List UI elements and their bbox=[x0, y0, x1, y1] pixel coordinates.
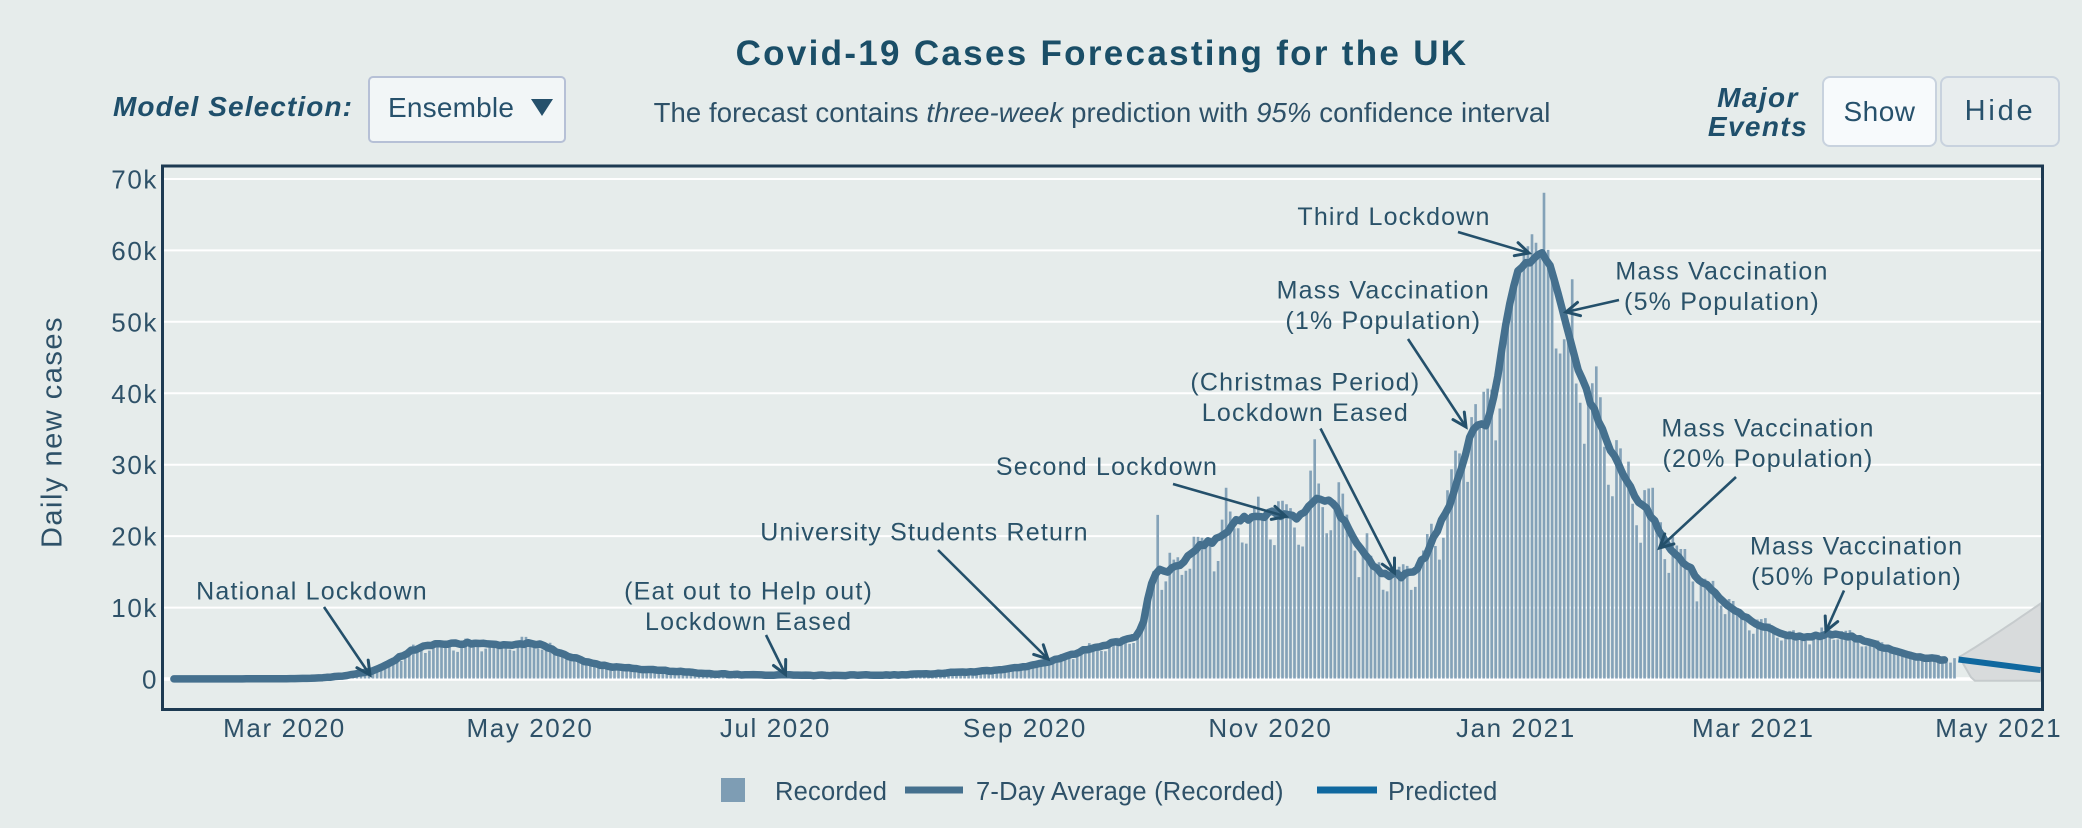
svg-text:Lockdown Eased: Lockdown Eased bbox=[1202, 399, 1409, 427]
svg-text:Recorded: Recorded bbox=[775, 778, 887, 806]
svg-text:Jul 2020: Jul 2020 bbox=[720, 713, 831, 743]
svg-text:Predicted: Predicted bbox=[1388, 778, 1498, 806]
svg-text:(Eat out to Help out): (Eat out to Help out) bbox=[624, 578, 873, 606]
svg-text:May 2020: May 2020 bbox=[467, 713, 594, 743]
svg-text:10k: 10k bbox=[111, 593, 158, 623]
svg-text:60k: 60k bbox=[111, 236, 158, 266]
svg-text:Nov 2020: Nov 2020 bbox=[1208, 713, 1332, 743]
svg-text:May 2021: May 2021 bbox=[1935, 713, 2062, 743]
svg-text:20k: 20k bbox=[111, 522, 158, 552]
svg-text:Second Lockdown: Second Lockdown bbox=[996, 453, 1218, 481]
svg-text:(5% Population): (5% Population) bbox=[1624, 288, 1820, 316]
svg-text:(Christmas Period): (Christmas Period) bbox=[1190, 369, 1420, 397]
svg-text:(1% Population): (1% Population) bbox=[1285, 307, 1481, 335]
svg-text:National Lockdown: National Lockdown bbox=[196, 578, 428, 606]
svg-text:0: 0 bbox=[142, 665, 158, 695]
svg-text:Sep 2020: Sep 2020 bbox=[963, 713, 1087, 743]
svg-text:Mar 2021: Mar 2021 bbox=[1692, 713, 1815, 743]
svg-text:Mass Vaccination: Mass Vaccination bbox=[1615, 258, 1828, 286]
svg-text:Mar 2020: Mar 2020 bbox=[223, 713, 346, 743]
svg-text:50k: 50k bbox=[111, 307, 158, 337]
svg-text:70k: 70k bbox=[111, 165, 158, 195]
svg-text:Daily new cases: Daily new cases bbox=[37, 316, 69, 548]
svg-text:Mass Vaccination: Mass Vaccination bbox=[1750, 533, 1963, 561]
svg-text:Lockdown Eased: Lockdown Eased bbox=[645, 608, 852, 636]
svg-text:University Students Return: University Students Return bbox=[760, 519, 1089, 547]
svg-text:(20% Population): (20% Population) bbox=[1663, 445, 1874, 473]
svg-text:40k: 40k bbox=[111, 379, 158, 409]
svg-text:7-Day Average (Recorded): 7-Day Average (Recorded) bbox=[976, 778, 1284, 806]
svg-text:30k: 30k bbox=[111, 450, 158, 480]
svg-text:Mass Vaccination: Mass Vaccination bbox=[1277, 277, 1490, 305]
svg-text:Mass Vaccination: Mass Vaccination bbox=[1661, 415, 1874, 443]
svg-text:Third Lockdown: Third Lockdown bbox=[1297, 203, 1490, 231]
svg-text:(50% Population): (50% Population) bbox=[1751, 563, 1962, 591]
svg-text:Jan 2021: Jan 2021 bbox=[1456, 713, 1576, 743]
